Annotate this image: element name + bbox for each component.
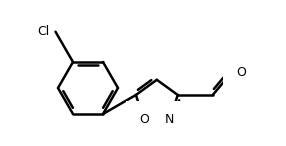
Text: Cl: Cl xyxy=(37,25,49,38)
Text: O: O xyxy=(139,113,149,126)
Text: N: N xyxy=(165,113,174,126)
Text: O: O xyxy=(236,66,246,79)
